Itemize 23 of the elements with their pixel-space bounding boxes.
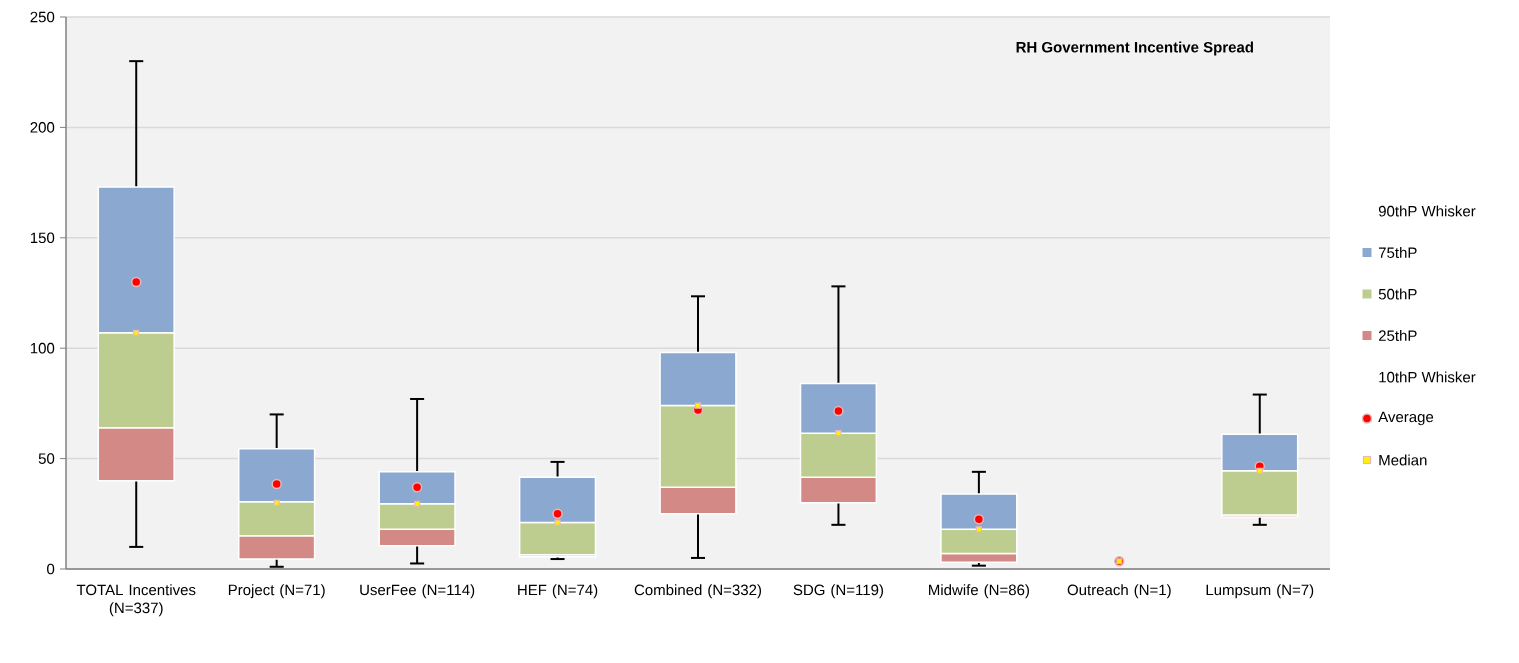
- text: RH Government Incentive Spread: [1016, 41, 1253, 56]
- y-tick-label: 50: [38, 453, 55, 464]
- x-tick-label: Lumpsum (N=7): [1206, 584, 1314, 599]
- y-tick-label: 150: [30, 232, 55, 244]
- x-tick-label: Outreach (N=1): [1067, 584, 1171, 599]
- legend-label: 90thP Whisker: [1378, 205, 1476, 217]
- legend-label: 50thP: [1378, 288, 1417, 300]
- x-tick-label: Combined (N=332): [634, 584, 762, 599]
- y-tick-label: 250: [30, 11, 55, 23]
- x-tick-label: UserFee (N=114): [360, 584, 475, 599]
- y-tick-label: 200: [30, 122, 55, 133]
- y-tick-label: 0: [47, 563, 55, 575]
- y-tick-label: 100: [30, 342, 55, 354]
- x-tick-label: TOTAL Incentives (N=337): [76, 584, 196, 617]
- x-tick-label: Project (N=71): [228, 584, 325, 599]
- legend-label: 10thP Whisker: [1379, 371, 1476, 383]
- legend-label: 75thP: [1378, 246, 1417, 258]
- x-tick-label: SDG (N=119): [793, 584, 884, 599]
- legend-label: Average: [1378, 411, 1434, 426]
- x-tick-label: Midwife (N=86): [929, 584, 1029, 599]
- legend-label: Median: [1379, 454, 1427, 466]
- x-tick-label: HEF (N=74): [518, 584, 598, 599]
- legend-label: 25thP: [1378, 329, 1417, 341]
